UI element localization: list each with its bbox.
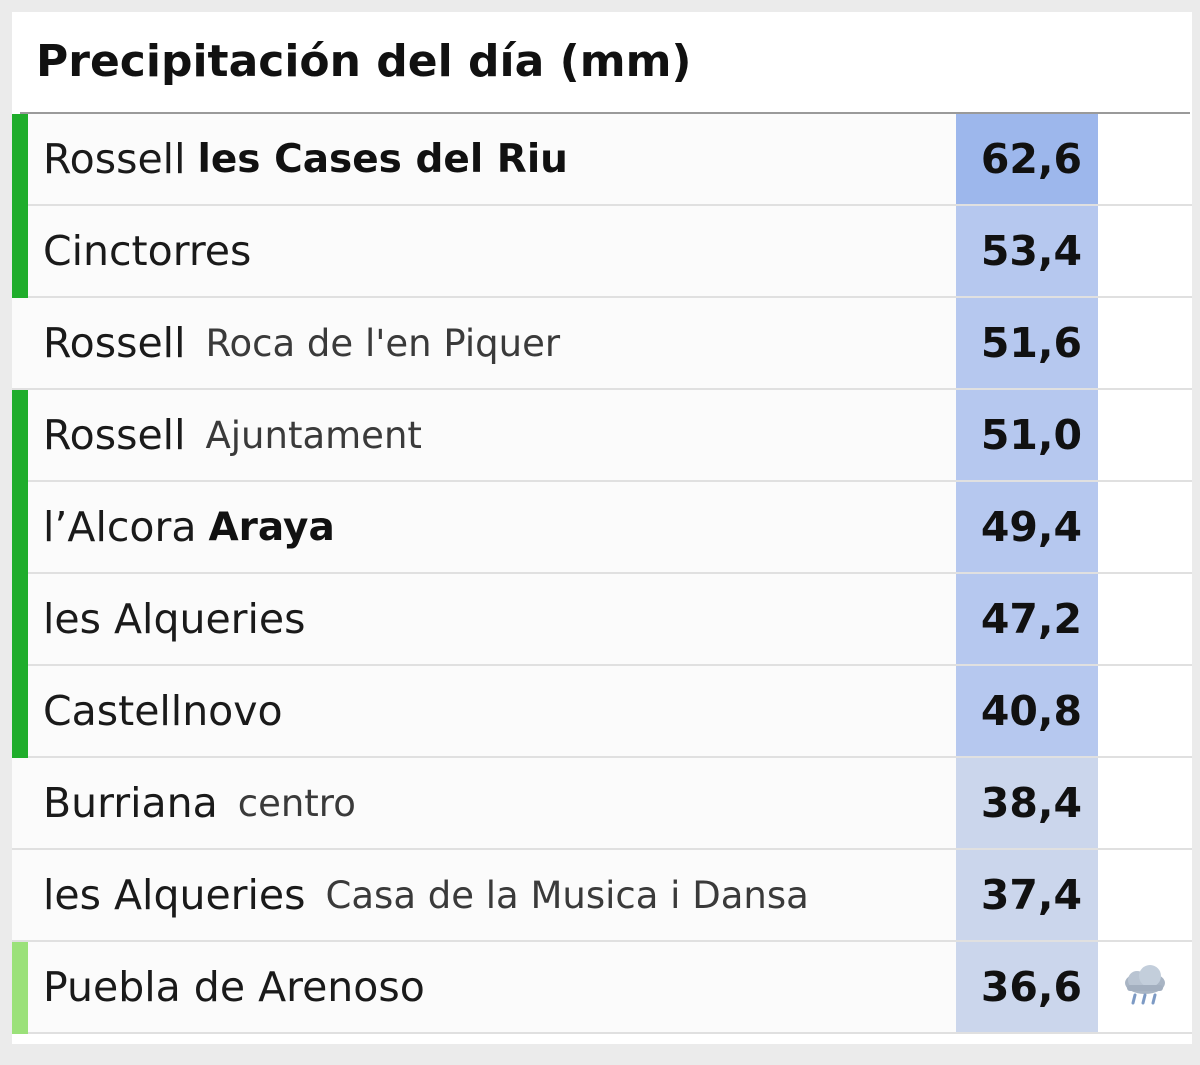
precipitation-value: 49,4 [956, 482, 1098, 572]
title-divider [20, 112, 1190, 114]
station-sublocation: Ajuntament [205, 413, 422, 457]
station-sublocation: centro [237, 781, 356, 825]
table-row[interactable]: Cinctorres 53,4 [12, 206, 1192, 298]
table-row[interactable]: les Alqueries Casa de la Musica i Dansa … [12, 850, 1192, 942]
station-sublocation: les Cases del Riu [197, 136, 568, 182]
station-place: Castellnovo [43, 687, 283, 735]
weather-icon-cell [1098, 482, 1192, 572]
weather-icon-cell [1098, 114, 1192, 204]
weather-icon-cell [1098, 574, 1192, 664]
precipitation-value: 51,6 [956, 298, 1098, 388]
station-status-bar [12, 298, 28, 390]
station-place: les Alqueries [43, 871, 306, 919]
panel-title: Precipitación del día (mm) [20, 12, 1180, 112]
weather-icon-cell [1098, 390, 1192, 480]
precipitation-panel: Precipitación del día (mm) Rossell les C… [12, 12, 1192, 1044]
station-place: Puebla de Arenoso [43, 963, 425, 1011]
station-status-bar [12, 666, 28, 758]
precipitation-value: 62,6 [956, 114, 1098, 204]
station-place: Rossell [43, 411, 186, 459]
table-row[interactable]: Castellnovo 40,8 [12, 666, 1192, 758]
station-place: les Alqueries [43, 595, 306, 643]
weather-icon-cell [1098, 758, 1192, 848]
rain-cloud-icon [1125, 965, 1165, 1005]
station-name-cell: Puebla de Arenoso [28, 942, 956, 1032]
station-status-bar [12, 942, 28, 1034]
weather-icon-cell [1098, 850, 1192, 940]
station-name-cell: les Alqueries Casa de la Musica i Dansa [28, 850, 956, 940]
station-status-bar [12, 390, 28, 482]
station-place: l’Alcora [43, 503, 197, 551]
weather-icon-cell [1098, 942, 1192, 1032]
table-row[interactable]: Rossell Roca de l'en Piquer 51,6 [12, 298, 1192, 390]
precipitation-list: Rossell les Cases del Riu 62,6 Cinctorre… [12, 114, 1192, 1034]
station-status-bar [12, 850, 28, 942]
station-sublocation: Araya [208, 504, 335, 550]
precipitation-value: 47,2 [956, 574, 1098, 664]
precipitation-value: 53,4 [956, 206, 1098, 296]
station-name-cell: Rossell Ajuntament [28, 390, 956, 480]
station-name-cell: les Alqueries [28, 574, 956, 664]
precipitation-value: 37,4 [956, 850, 1098, 940]
weather-icon-cell [1098, 666, 1192, 756]
precipitation-value: 51,0 [956, 390, 1098, 480]
station-sublocation: Casa de la Musica i Dansa [325, 873, 809, 917]
table-row[interactable]: les Alqueries 47,2 [12, 574, 1192, 666]
precipitation-value: 36,6 [956, 942, 1098, 1032]
precipitation-value: 38,4 [956, 758, 1098, 848]
station-status-bar [12, 114, 28, 206]
station-name-cell: Cinctorres [28, 206, 956, 296]
station-name-cell: l’Alcora Araya [28, 482, 956, 572]
station-name-cell: Rossell Roca de l'en Piquer [28, 298, 956, 388]
table-row[interactable]: Rossell Ajuntament 51,0 [12, 390, 1192, 482]
station-place: Burriana [43, 779, 218, 827]
station-name-cell: Rossell les Cases del Riu [28, 114, 956, 204]
weather-icon-cell [1098, 206, 1192, 296]
table-row[interactable]: Puebla de Arenoso 36,6 [12, 942, 1192, 1034]
station-status-bar [12, 574, 28, 666]
station-place: Cinctorres [43, 227, 252, 275]
station-status-bar [12, 758, 28, 850]
station-status-bar [12, 482, 28, 574]
table-row[interactable]: Rossell les Cases del Riu 62,6 [12, 114, 1192, 206]
station-place: Rossell [43, 319, 186, 367]
station-status-bar [12, 206, 28, 298]
station-name-cell: Castellnovo [28, 666, 956, 756]
station-place: Rossell [43, 135, 186, 183]
station-name-cell: Burriana centro [28, 758, 956, 848]
station-sublocation: Roca de l'en Piquer [205, 321, 561, 365]
table-row[interactable]: l’Alcora Araya 49,4 [12, 482, 1192, 574]
table-row[interactable]: Burriana centro 38,4 [12, 758, 1192, 850]
weather-icon-cell [1098, 298, 1192, 388]
precipitation-value: 40,8 [956, 666, 1098, 756]
